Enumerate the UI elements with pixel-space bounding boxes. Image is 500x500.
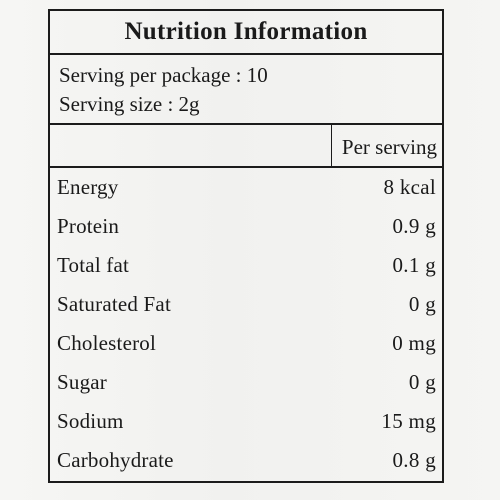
nutrient-name: Sodium (57, 409, 124, 433)
nutrient-row-saturated-fat: Saturated Fat 0 g (50, 285, 442, 324)
serving-per-package: Serving per package : 10 (59, 63, 268, 87)
serving-size: Serving size : 2g (59, 92, 200, 116)
nutrient-name: Energy (57, 175, 119, 199)
per-serving-header: Per serving (330, 124, 437, 167)
serving-info: Serving per package : 10 Serving size : … (50, 55, 442, 125)
nutrient-name: Protein (57, 214, 120, 238)
nutrient-value: 0 g (408, 370, 436, 394)
nutrient-row-cholesterol: Cholesterol 0 mg (50, 324, 442, 363)
nutrient-row-carbohydrate: Carbohydrate 0.8 g (50, 441, 442, 480)
nutrient-value: 0.8 g (392, 448, 436, 472)
nutrient-name: Saturated Fat (57, 292, 171, 316)
nutrient-name: Cholesterol (57, 331, 157, 355)
nutrient-name: Sugar (57, 370, 107, 394)
column-header-row: Per serving (50, 124, 442, 168)
nutrient-value: 0.9 g (392, 214, 436, 238)
nutrient-name: Carbohydrate (57, 448, 174, 472)
nutrition-label: Nutrition Information Serving per packag… (48, 9, 444, 483)
nutrient-row-sodium: Sodium 15 mg (50, 402, 442, 441)
nutrient-value: 8 kcal (383, 175, 436, 199)
nutrient-row-sugar: Sugar 0 g (50, 363, 442, 402)
nutrient-row-total-fat: Total fat 0.1 g (50, 246, 442, 285)
nutrient-value: 0 g (408, 292, 436, 316)
label-title: Nutrition Information (50, 11, 442, 55)
nutrient-row-energy: Energy 8 kcal (50, 168, 442, 207)
nutrient-value: 0.1 g (392, 253, 436, 277)
nutrient-value: 15 mg (381, 409, 436, 433)
nutrient-row-protein: Protein 0.9 g (50, 207, 442, 246)
nutrient-list: Energy 8 kcal Protein 0.9 g Total fat 0.… (50, 168, 442, 480)
nutrient-value: 0 mg (392, 331, 436, 355)
nutrient-name: Total fat (57, 253, 130, 277)
